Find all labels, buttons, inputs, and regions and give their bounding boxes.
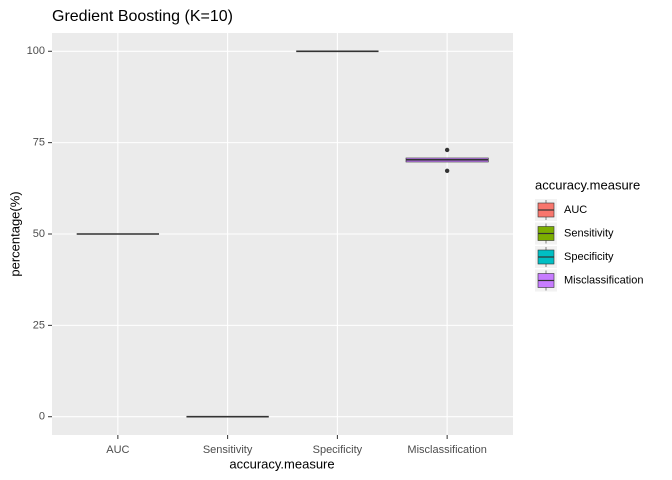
x-axis-title: accuracy.measure: [229, 456, 334, 471]
legend-title: accuracy.measure: [535, 177, 640, 192]
outlier: [444, 147, 450, 153]
y-tick-label: 100: [27, 45, 45, 57]
y-tick-label: 25: [33, 319, 45, 331]
x-tick-label: Specificity: [313, 444, 363, 456]
legend-label: Sensitivity: [564, 227, 614, 239]
x-tick-label: AUC: [106, 444, 129, 456]
legend: AUC Sensitivity Specificity Misclassificati…: [535, 199, 643, 292]
y-tick-label: 75: [33, 137, 45, 149]
legend-label: AUC: [564, 204, 587, 216]
chart-title: Gredient Boosting (K=10): [52, 8, 233, 25]
marks: [76, 50, 489, 418]
y-tick-label: 0: [39, 411, 45, 423]
x-tick-label: Sensitivity: [203, 444, 253, 456]
y-tick-label: 50: [33, 228, 45, 240]
outlier: [444, 168, 450, 173]
legend-label: Misclassification: [564, 274, 643, 286]
legend-label: Specificity: [564, 251, 614, 263]
y-axis-title: percentage(%): [7, 191, 22, 276]
x-tick-label: Misclassification: [407, 444, 486, 456]
